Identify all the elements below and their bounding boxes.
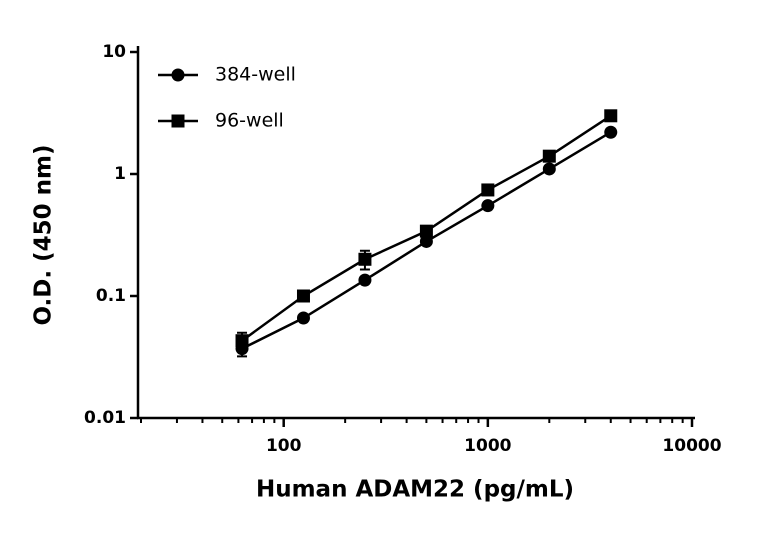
marker: [358, 252, 372, 266]
x-axis-label: Human ADAM22 (pg/mL): [256, 477, 574, 503]
marker: [419, 234, 433, 248]
marker: [235, 334, 249, 348]
marker: [542, 162, 556, 176]
y-tick-label: 0.1: [96, 286, 126, 306]
marker: [542, 149, 556, 163]
marker: [171, 114, 185, 128]
x-tick-label: 10000: [662, 436, 721, 456]
y-tick-label: 1: [114, 164, 126, 184]
legend-label: 384-well: [215, 64, 296, 86]
legend-label: 96-well: [215, 110, 284, 132]
x-tick-label: 100: [266, 436, 302, 456]
y-tick-label: 10: [102, 42, 126, 62]
marker: [171, 68, 185, 82]
marker: [481, 199, 495, 213]
x-tick-label: 1000: [464, 436, 511, 456]
marker: [604, 109, 618, 123]
marker: [604, 125, 618, 139]
marker: [419, 224, 433, 238]
marker: [358, 273, 372, 287]
y-axis-label: O.D. (450 nm): [31, 144, 57, 325]
marker: [296, 311, 310, 325]
marker: [481, 183, 495, 197]
y-tick-label: 0.01: [84, 408, 126, 428]
marker: [296, 289, 310, 303]
